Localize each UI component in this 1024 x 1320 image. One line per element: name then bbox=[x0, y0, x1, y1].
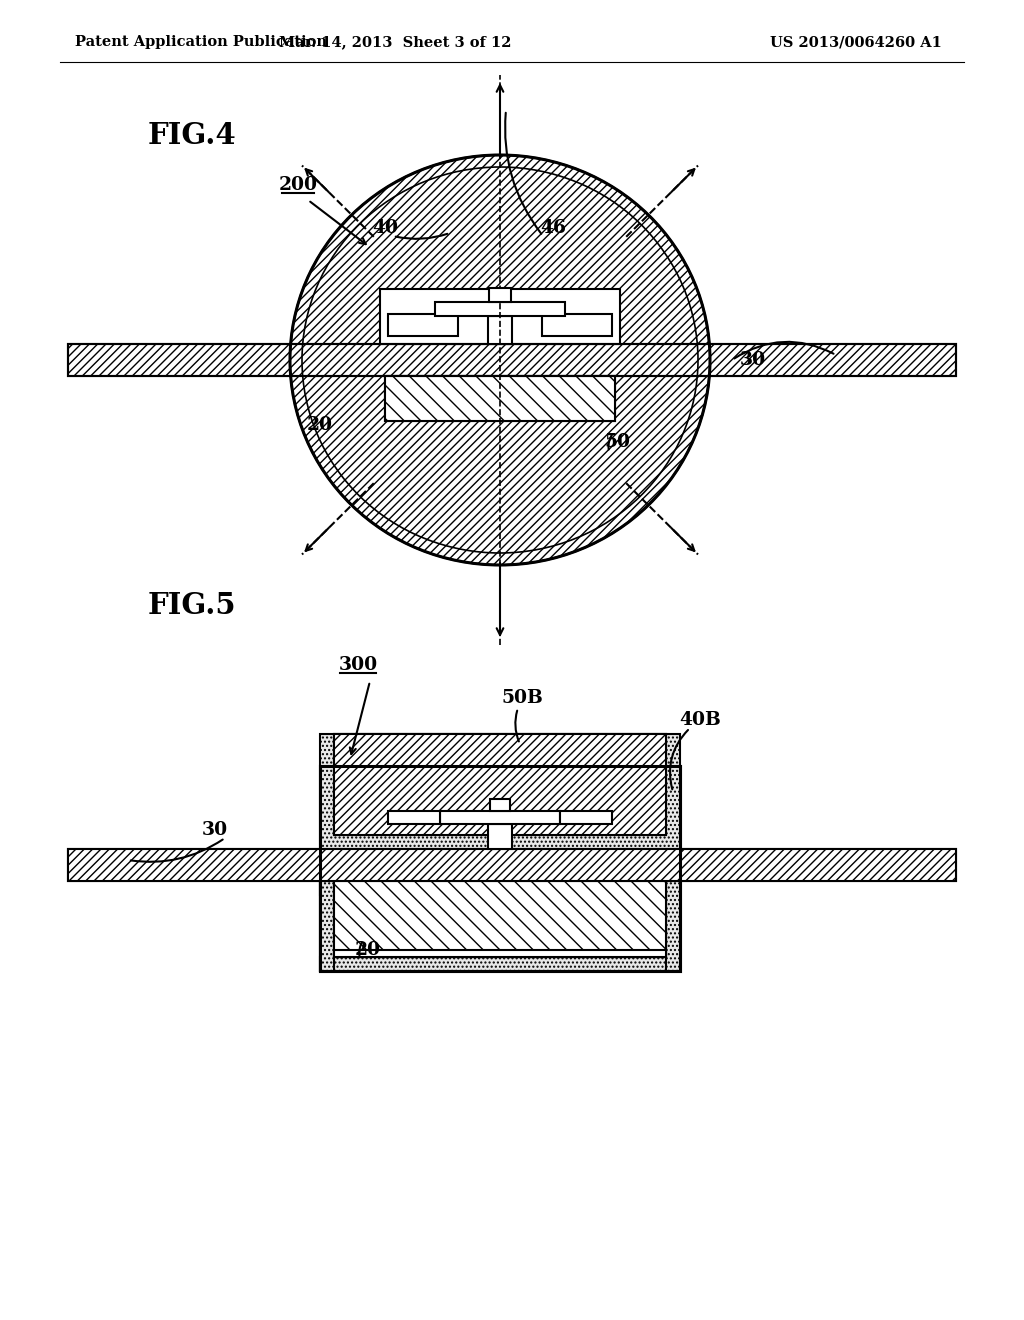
Text: Patent Application Publication: Patent Application Publication bbox=[75, 36, 327, 49]
Bar bbox=[68, 849, 956, 880]
Bar bbox=[388, 314, 458, 337]
Text: 20: 20 bbox=[307, 416, 333, 434]
Bar bbox=[542, 314, 612, 337]
Bar bbox=[319, 734, 680, 849]
Text: 30: 30 bbox=[202, 821, 228, 840]
Text: 20: 20 bbox=[355, 941, 381, 960]
Ellipse shape bbox=[290, 154, 710, 565]
Bar bbox=[488, 315, 512, 345]
Bar bbox=[319, 957, 680, 972]
Bar bbox=[334, 734, 666, 836]
Text: 300: 300 bbox=[339, 656, 378, 675]
Bar bbox=[319, 766, 680, 972]
Bar bbox=[334, 734, 666, 836]
Text: US 2013/0064260 A1: US 2013/0064260 A1 bbox=[770, 36, 942, 49]
Bar bbox=[319, 849, 680, 880]
Text: 50B: 50B bbox=[501, 689, 543, 708]
Bar bbox=[560, 810, 612, 824]
Bar bbox=[388, 810, 440, 824]
Text: FIG.5: FIG.5 bbox=[148, 590, 237, 619]
Bar bbox=[319, 880, 680, 895]
Text: 30: 30 bbox=[740, 351, 766, 370]
Bar bbox=[250, 345, 750, 376]
Bar bbox=[334, 880, 666, 957]
Text: 40B: 40B bbox=[679, 711, 721, 729]
Bar bbox=[319, 766, 680, 972]
Text: FIG.4: FIG.4 bbox=[148, 120, 237, 149]
Bar bbox=[385, 376, 615, 421]
Bar bbox=[68, 849, 956, 880]
Text: 50: 50 bbox=[605, 433, 631, 451]
Bar bbox=[385, 376, 615, 421]
Text: 40: 40 bbox=[372, 219, 398, 238]
Text: 200: 200 bbox=[279, 176, 317, 194]
Text: 46: 46 bbox=[540, 219, 566, 238]
Bar bbox=[435, 302, 565, 315]
Bar bbox=[319, 880, 334, 972]
Bar bbox=[380, 289, 620, 345]
Bar bbox=[440, 810, 560, 824]
Text: Mar. 14, 2013  Sheet 3 of 12: Mar. 14, 2013 Sheet 3 of 12 bbox=[279, 36, 511, 49]
Bar bbox=[489, 288, 511, 302]
Bar bbox=[334, 880, 666, 957]
Bar bbox=[319, 880, 680, 972]
Bar bbox=[68, 345, 956, 376]
Bar bbox=[666, 880, 680, 972]
Bar bbox=[68, 345, 956, 376]
Bar bbox=[490, 799, 510, 810]
Bar bbox=[334, 950, 666, 957]
Bar bbox=[488, 824, 512, 849]
